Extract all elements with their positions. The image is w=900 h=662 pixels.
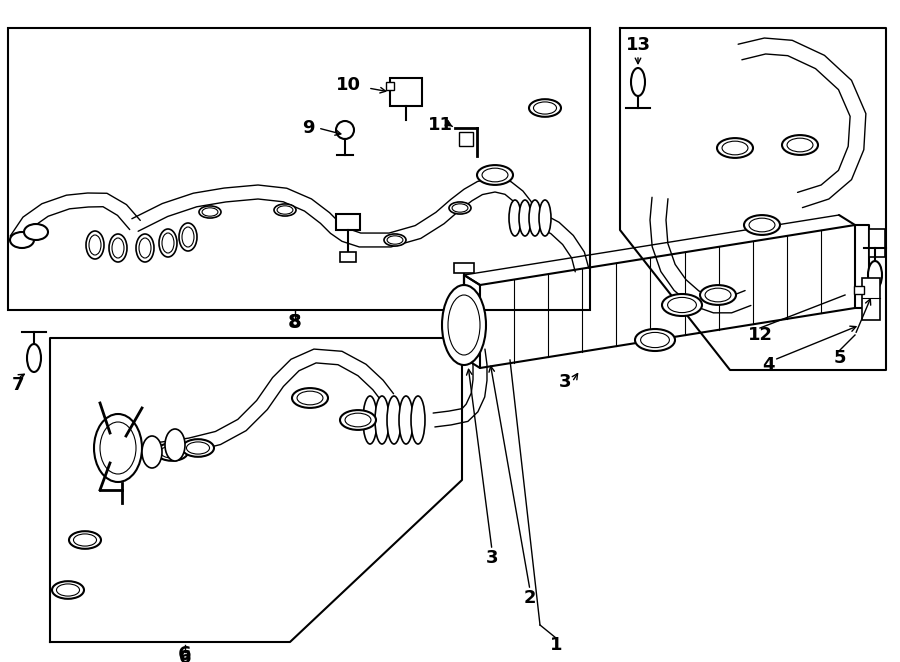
- Ellipse shape: [165, 429, 185, 461]
- Text: 5: 5: [833, 349, 846, 367]
- Ellipse shape: [631, 68, 645, 96]
- Ellipse shape: [202, 208, 218, 216]
- Text: 4: 4: [761, 356, 774, 374]
- Ellipse shape: [509, 200, 521, 236]
- Ellipse shape: [94, 414, 142, 482]
- Ellipse shape: [340, 410, 376, 430]
- Ellipse shape: [24, 224, 48, 240]
- Bar: [869, 229, 885, 257]
- Ellipse shape: [363, 396, 377, 444]
- Text: 11: 11: [428, 116, 453, 134]
- Ellipse shape: [477, 165, 513, 185]
- Text: 9: 9: [302, 119, 314, 137]
- Ellipse shape: [292, 388, 328, 408]
- Ellipse shape: [387, 396, 401, 444]
- Text: 12: 12: [748, 326, 772, 344]
- Bar: [8, 28, 590, 310]
- Ellipse shape: [452, 204, 468, 213]
- Ellipse shape: [449, 202, 471, 214]
- Ellipse shape: [534, 102, 556, 114]
- Bar: [854, 286, 864, 294]
- Ellipse shape: [139, 238, 151, 258]
- Ellipse shape: [399, 396, 413, 444]
- Text: 6: 6: [179, 649, 191, 662]
- Ellipse shape: [519, 200, 531, 236]
- Ellipse shape: [787, 138, 813, 152]
- Ellipse shape: [86, 231, 104, 259]
- Text: 2: 2: [524, 589, 536, 607]
- Ellipse shape: [705, 288, 731, 302]
- Text: 8: 8: [289, 313, 302, 331]
- Ellipse shape: [662, 294, 702, 316]
- Text: 8: 8: [288, 312, 302, 332]
- Ellipse shape: [868, 261, 882, 289]
- Ellipse shape: [277, 206, 292, 214]
- Bar: [340, 252, 356, 262]
- Ellipse shape: [744, 215, 780, 235]
- Ellipse shape: [69, 531, 101, 549]
- Ellipse shape: [539, 200, 551, 236]
- Bar: [862, 278, 880, 320]
- Ellipse shape: [112, 238, 124, 258]
- Ellipse shape: [700, 285, 736, 305]
- Ellipse shape: [89, 235, 101, 255]
- Ellipse shape: [448, 295, 480, 355]
- Ellipse shape: [160, 446, 184, 458]
- Text: 13: 13: [626, 36, 651, 54]
- Ellipse shape: [109, 234, 127, 262]
- Ellipse shape: [159, 229, 177, 257]
- Text: 10: 10: [336, 76, 361, 94]
- Ellipse shape: [442, 285, 486, 365]
- Text: 7: 7: [12, 376, 24, 394]
- Ellipse shape: [529, 200, 541, 236]
- Ellipse shape: [345, 413, 371, 427]
- Text: 1: 1: [550, 636, 562, 654]
- Ellipse shape: [199, 206, 221, 218]
- Bar: [386, 82, 394, 90]
- Ellipse shape: [717, 138, 753, 158]
- Ellipse shape: [186, 442, 210, 454]
- Ellipse shape: [482, 168, 508, 182]
- Text: 3: 3: [486, 549, 499, 567]
- Bar: [459, 132, 473, 146]
- Ellipse shape: [668, 297, 697, 312]
- Bar: [336, 214, 360, 230]
- Ellipse shape: [411, 396, 425, 444]
- Ellipse shape: [136, 234, 154, 262]
- Ellipse shape: [179, 223, 197, 251]
- Ellipse shape: [74, 534, 96, 546]
- Ellipse shape: [375, 396, 389, 444]
- Ellipse shape: [722, 141, 748, 155]
- Ellipse shape: [749, 218, 775, 232]
- Ellipse shape: [635, 329, 675, 351]
- Ellipse shape: [27, 344, 41, 372]
- Ellipse shape: [182, 439, 214, 457]
- Text: 3: 3: [559, 373, 572, 391]
- Ellipse shape: [782, 135, 818, 155]
- Ellipse shape: [162, 233, 174, 253]
- Ellipse shape: [10, 232, 34, 248]
- Ellipse shape: [57, 584, 79, 596]
- Ellipse shape: [156, 443, 188, 461]
- Ellipse shape: [641, 332, 670, 348]
- Ellipse shape: [182, 227, 194, 247]
- Ellipse shape: [387, 236, 403, 244]
- Bar: [390, 78, 422, 106]
- Ellipse shape: [100, 422, 136, 474]
- Bar: [454, 263, 474, 273]
- Ellipse shape: [142, 436, 162, 468]
- Ellipse shape: [274, 204, 296, 216]
- Ellipse shape: [529, 99, 561, 117]
- Text: 6: 6: [178, 645, 192, 662]
- Ellipse shape: [336, 121, 354, 139]
- Ellipse shape: [297, 391, 323, 405]
- Ellipse shape: [384, 234, 406, 246]
- Ellipse shape: [52, 581, 84, 599]
